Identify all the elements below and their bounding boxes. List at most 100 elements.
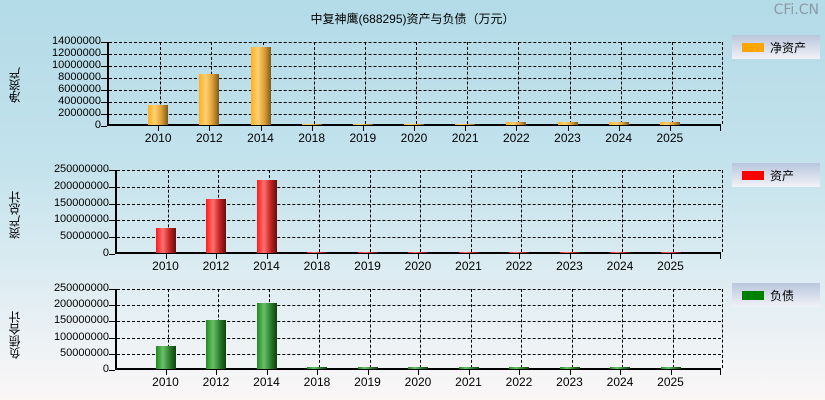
net-assets-gridline [109, 102, 721, 103]
total-assets-bar[interactable] [458, 251, 479, 253]
total-liabilities-y-tick [109, 305, 115, 307]
total-liabilities-x-tick-label: 2025 [657, 375, 684, 389]
total-liabilities-bar[interactable] [458, 367, 479, 369]
total-liabilities-y-tick-label: 0 [102, 363, 109, 375]
total-assets-bar[interactable] [559, 251, 580, 253]
total-assets-x-tick-label: 2025 [657, 259, 684, 273]
net-assets-plot-area [107, 42, 723, 126]
net-assets-x-tick [362, 126, 364, 131]
total-assets-bar[interactable] [408, 251, 428, 253]
total-assets-bar[interactable] [155, 227, 176, 253]
net-assets-x-tick-label: 2012 [195, 131, 223, 145]
total-liabilities-bar[interactable] [408, 367, 428, 369]
total-liabilities-right-border [722, 289, 723, 368]
total-assets-x-tick-label: 2020 [404, 259, 432, 273]
total-liabilities-x-tick-label: 2012 [202, 375, 230, 389]
total-liabilities-bar[interactable] [155, 345, 176, 369]
total-assets-legend-swatch [742, 170, 764, 180]
total-liabilities-x-tick-label: 2022 [505, 375, 533, 389]
total-assets-x-tick [266, 254, 268, 259]
total-liabilities-x-tick-label: 2024 [606, 375, 634, 389]
total-liabilities-gridline [117, 289, 721, 290]
total-assets-gridline [117, 170, 721, 171]
net-assets-bar[interactable] [404, 124, 424, 125]
total-liabilities-gridline [117, 305, 721, 307]
total-liabilities-bar[interactable] [660, 367, 681, 369]
total-assets-y-tick [109, 186, 115, 188]
total-liabilities-x-tick [569, 370, 571, 375]
net-assets-gridline [109, 42, 721, 43]
net-assets-bar[interactable] [148, 105, 169, 125]
net-assets-x-tick [669, 126, 671, 131]
total-assets-bar[interactable] [357, 251, 378, 253]
total-assets-x-tick-label: 2023 [556, 259, 583, 273]
net-assets-legend-swatch [742, 42, 764, 52]
total-liabilities-bar[interactable] [307, 367, 327, 369]
total-liabilities-bar[interactable] [357, 367, 378, 369]
net-assets-y-tick [101, 54, 107, 55]
total-liabilities-x-tick-label: 2010 [152, 375, 179, 389]
total-liabilities-bar[interactable] [206, 319, 226, 369]
total-assets-x-tick [519, 254, 520, 259]
total-assets-bar[interactable] [256, 179, 277, 253]
total-assets-x-tick-label: 2010 [152, 259, 179, 273]
net-assets-bar[interactable] [455, 124, 476, 125]
net-assets-gridline [109, 114, 721, 115]
total-assets-x-tick [317, 254, 318, 259]
net-assets-gridline [109, 54, 721, 55]
net-assets-x-tick [465, 126, 467, 131]
total-liabilities-x-tick-label: 2019 [354, 375, 381, 389]
total-liabilities-x-tick [670, 370, 672, 375]
total-liabilities-gridline-v [369, 289, 371, 368]
total-assets-x-tick [620, 254, 621, 259]
total-liabilities-gridline [117, 353, 721, 355]
net-assets-bar[interactable] [199, 74, 220, 125]
total-liabilities-y-tick [109, 370, 115, 371]
net-assets-y-tick-label: 10000000 [52, 59, 101, 71]
total-assets-bar[interactable] [610, 251, 630, 253]
total-assets-y-tick-label: 100000000 [53, 213, 109, 226]
total-liabilities-x-tick [165, 370, 167, 375]
net-assets-bar[interactable] [250, 47, 271, 125]
net-assets-x-tick [414, 126, 415, 131]
total-liabilities-bar[interactable] [559, 367, 580, 369]
total-assets-bar[interactable] [307, 251, 327, 253]
total-assets-bar[interactable] [660, 251, 681, 253]
total-assets-bar[interactable] [509, 251, 529, 253]
total-liabilities-legend[interactable]: 负债 [732, 283, 820, 307]
total-liabilities-y-tick [109, 353, 115, 355]
net-assets-y-tick [101, 102, 107, 103]
net-assets-gridline-v [416, 42, 417, 124]
net-assets-bar[interactable] [608, 122, 629, 125]
total-liabilities-y-tick [109, 289, 115, 290]
total-liabilities-bar[interactable] [610, 367, 630, 369]
total-assets-gridline [117, 237, 721, 239]
total-assets-y-tick [109, 237, 115, 239]
net-assets-y-tick [101, 114, 107, 115]
net-assets-y-tick [101, 66, 107, 67]
net-assets-bar[interactable] [352, 124, 373, 125]
net-assets-bar[interactable] [557, 122, 578, 125]
total-assets-legend[interactable]: 资产 [732, 163, 820, 187]
total-assets-bar[interactable] [206, 198, 226, 253]
total-liabilities-x-tick-label: 2020 [404, 375, 432, 389]
net-assets-bar[interactable] [659, 122, 680, 125]
net-assets-x-tick [618, 126, 620, 131]
net-assets-y-tick [101, 78, 107, 79]
total-assets-x-tick-label: 2019 [354, 259, 381, 273]
total-assets-gridline-v [521, 170, 522, 252]
net-assets-legend[interactable]: 净资产 [732, 35, 820, 59]
total-liabilities-x-tick-label: 2018 [303, 375, 331, 389]
total-assets-x-tick [418, 254, 419, 259]
total-assets-right-border [722, 170, 723, 252]
total-liabilities-x-tick [418, 370, 419, 375]
net-assets-bar[interactable] [301, 124, 322, 125]
net-assets-x-tick [158, 126, 160, 131]
net-assets-y-tick-label: 4000000 [58, 95, 101, 107]
total-liabilities-gridline-v [571, 289, 573, 368]
total-liabilities-bar[interactable] [256, 302, 277, 369]
total-liabilities-bar[interactable] [509, 367, 529, 369]
net-assets-x-tick-label: 2022 [502, 131, 530, 145]
net-assets-bar[interactable] [506, 122, 527, 125]
total-assets-legend-label: 资产 [770, 168, 795, 183]
